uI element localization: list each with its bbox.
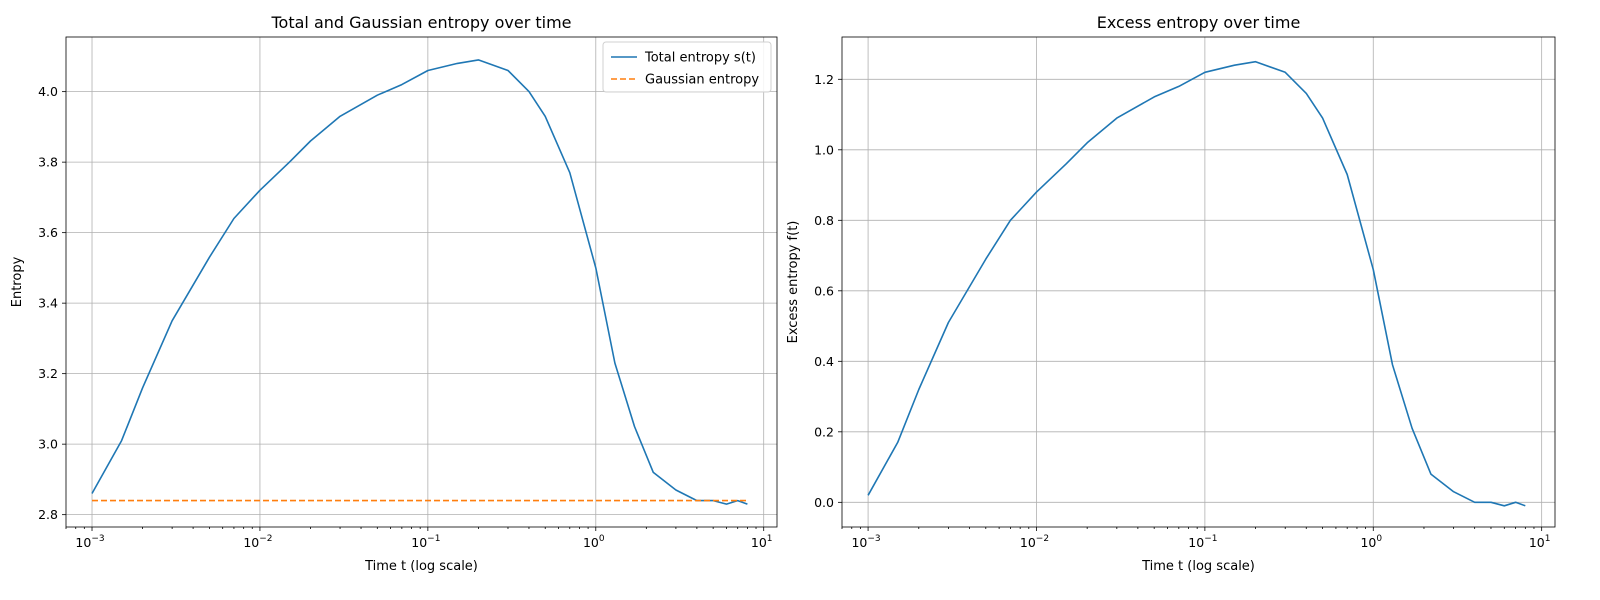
y-tick-label: 1.0 (814, 142, 834, 157)
x-tick-exponent: −1 (427, 534, 440, 544)
x-tick-label: 10−3 (75, 534, 104, 550)
x-tick-base: 10 (411, 535, 427, 550)
chart-legend: Total entropy s(t) Gaussian entropy (602, 41, 772, 93)
y-axis-label: Entropy (10, 256, 25, 307)
y-tick-label: 0.0 (814, 495, 834, 510)
y-tick-label: 3.4 (38, 296, 58, 311)
x-tick-label: 10−1 (1188, 534, 1217, 550)
x-tick-base: 10 (1188, 535, 1204, 550)
x-tick-exponent: −2 (259, 534, 272, 544)
y-tick-label: 3.2 (38, 366, 58, 381)
total-entropy-line (91, 59, 748, 505)
y-tick-label: 0.2 (814, 424, 834, 439)
x-tick-label: 101 (751, 534, 773, 550)
y-axis-label: Excess entropy f(t) (786, 221, 801, 344)
entropy-chart-panel: 10−3 10−2 10−1 100 1012.83.03.23.43.63.84.0T… (10, 13, 778, 574)
y-tick-label: 1.2 (814, 72, 834, 87)
x-tick-label: 10−3 (851, 534, 880, 550)
legend-entry-label: Gaussian entropy (645, 73, 759, 88)
x-tick-base: 10 (851, 535, 867, 550)
y-tick-label: 0.6 (814, 283, 834, 298)
x-tick-label: 100 (1360, 534, 1382, 550)
x-tick-base: 10 (1360, 535, 1376, 550)
legend-entry-label: Total entropy s(t) (644, 51, 756, 66)
x-tick-base: 10 (583, 535, 599, 550)
plot-frame (841, 36, 1556, 528)
excess-entropy-line (867, 60, 1526, 507)
x-tick-label: 100 (583, 534, 605, 550)
y-tick-label: 0.8 (814, 213, 834, 228)
x-tick-exponent: 0 (599, 534, 605, 544)
y-tick-label: 0.4 (814, 354, 834, 369)
y-tick-label: 3.6 (38, 225, 58, 240)
y-tick-label: 3.8 (38, 155, 58, 170)
x-axis-label: Time t (log scale) (364, 559, 478, 574)
x-tick-exponent: 1 (767, 534, 773, 544)
chart-title: Excess entropy over time (1097, 13, 1301, 32)
x-tick-base: 10 (1020, 535, 1036, 550)
x-tick-exponent: 1 (1545, 534, 1551, 544)
x-tick-base: 10 (75, 535, 91, 550)
x-tick-exponent: −1 (1204, 534, 1217, 544)
x-axis-label: Time t (log scale) (1141, 559, 1255, 574)
y-tick-label: 3.0 (38, 437, 58, 452)
x-tick-exponent: −3 (867, 534, 880, 544)
x-tick-label: 10−2 (243, 534, 272, 550)
x-tick-label: 101 (1529, 534, 1551, 550)
legend-box (602, 41, 772, 93)
x-tick-exponent: −2 (1036, 534, 1049, 544)
x-tick-exponent: 0 (1376, 534, 1382, 544)
x-tick-base: 10 (243, 535, 259, 550)
plot-frame (65, 36, 778, 528)
x-tick-exponent: −3 (91, 534, 104, 544)
x-tick-base: 10 (751, 535, 767, 550)
y-tick-label: 4.0 (38, 84, 58, 99)
x-tick-label: 10−1 (411, 534, 440, 550)
excess-entropy-chart-panel: 10−3 10−2 10−1 100 1010.00.20.40.60.81.01.2E… (786, 13, 1556, 574)
x-tick-label: 10−2 (1020, 534, 1049, 550)
chart-title: Total and Gaussian entropy over time (270, 13, 571, 32)
y-tick-label: 2.8 (38, 507, 58, 522)
x-tick-base: 10 (1529, 535, 1545, 550)
